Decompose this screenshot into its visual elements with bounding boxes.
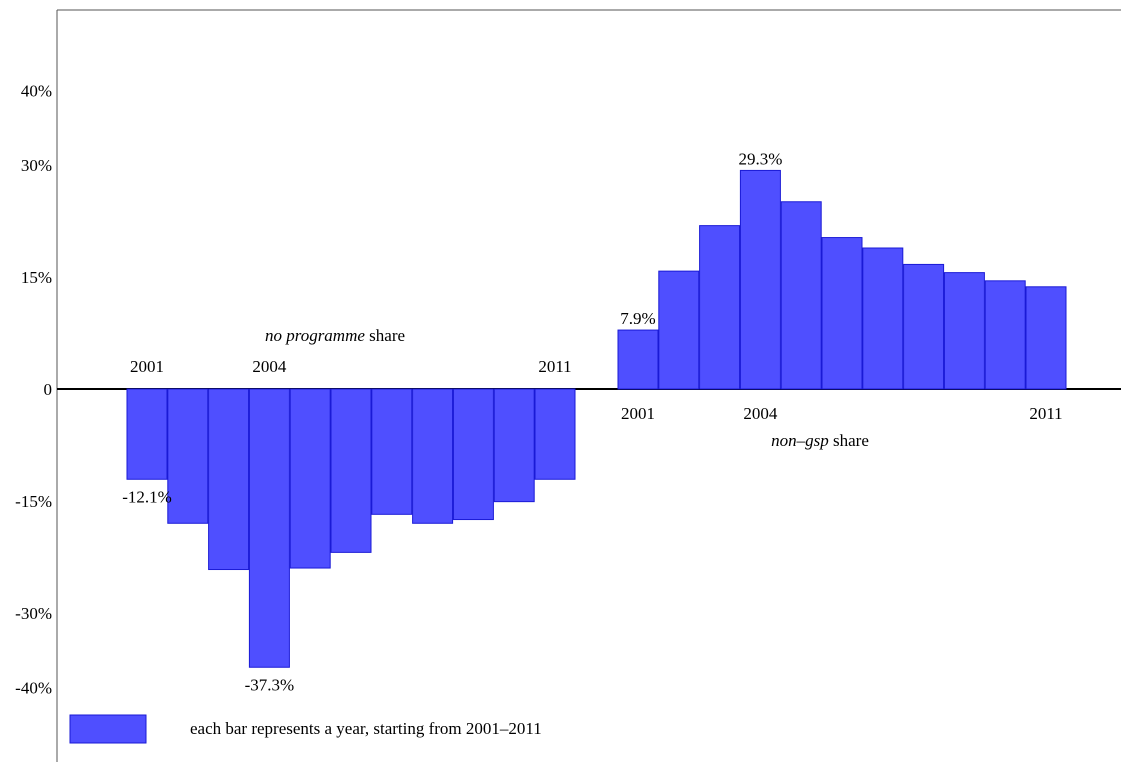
bar-non-gsp-2010 bbox=[984, 280, 1026, 390]
data-label: -12.1% bbox=[122, 487, 172, 506]
labels: 2001 2004 2011 -12.1% -37.3% no programme sha… bbox=[122, 149, 1062, 694]
bar-no-programme-2003 bbox=[208, 388, 250, 571]
data-label: 29.3% bbox=[738, 149, 782, 168]
y-tick-label: 30% bbox=[21, 156, 52, 175]
bar-non-gsp-2008 bbox=[903, 263, 945, 390]
year-label: 2001 bbox=[130, 357, 164, 376]
bar-non-gsp-2001 bbox=[617, 329, 659, 390]
bar-no-programme-2009 bbox=[452, 388, 494, 521]
series-title: no programme share bbox=[265, 326, 405, 345]
bar-no-programme-2007 bbox=[371, 388, 413, 515]
y-tick-label: 0 bbox=[44, 380, 53, 399]
y-axis-ticks: 40% 30% 15% 0 -15% -30% -40% bbox=[15, 82, 52, 698]
bar-no-programme-2011 bbox=[534, 388, 576, 480]
legend: each bar represents a year, starting fro… bbox=[69, 714, 542, 744]
data-label: -37.3% bbox=[245, 675, 295, 694]
bar-non-gsp-2004 bbox=[739, 169, 781, 390]
y-tick-label: 15% bbox=[21, 268, 52, 287]
bar-no-programme-2004 bbox=[248, 388, 290, 668]
bar-non-gsp-2006 bbox=[821, 237, 863, 390]
bar-no-programme-2001 bbox=[126, 388, 168, 480]
bar-no-programme-2010 bbox=[493, 388, 535, 503]
y-tick-label: -15% bbox=[15, 492, 52, 511]
bar-non-gsp-2002 bbox=[658, 270, 700, 390]
year-label: 2011 bbox=[538, 357, 571, 376]
year-label: 2011 bbox=[1029, 404, 1062, 423]
bar-non-gsp-2003 bbox=[699, 225, 741, 390]
y-tick-label: -30% bbox=[15, 604, 52, 623]
legend-swatch bbox=[69, 714, 147, 744]
year-label: 2001 bbox=[621, 404, 655, 423]
bar-no-programme-2006 bbox=[330, 388, 372, 553]
bar-no-programme-2002 bbox=[167, 388, 209, 524]
legend-text: each bar represents a year, starting fro… bbox=[190, 719, 542, 738]
y-tick-label: 40% bbox=[21, 82, 52, 101]
year-label: 2004 bbox=[743, 404, 778, 423]
bar-non-gsp-2007 bbox=[862, 247, 904, 390]
series-title: non–gsp share bbox=[771, 431, 869, 450]
data-label: 7.9% bbox=[620, 309, 655, 328]
bar-no-programme-2005 bbox=[289, 388, 331, 569]
bar-non-gsp-2009 bbox=[943, 272, 985, 390]
year-label: 2004 bbox=[252, 357, 287, 376]
bar-non-gsp-2011 bbox=[1025, 286, 1067, 390]
bar-non-gsp-2005 bbox=[780, 201, 822, 390]
bar-no-programme-2008 bbox=[412, 388, 454, 524]
bars bbox=[126, 169, 1067, 668]
y-tick-label: -40% bbox=[15, 678, 52, 697]
